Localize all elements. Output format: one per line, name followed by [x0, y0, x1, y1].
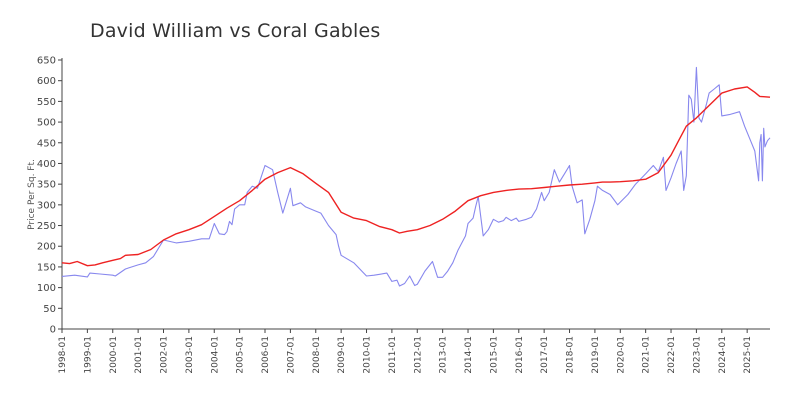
x-tick-label: 2014-01 [464, 336, 474, 374]
x-tick-label: 2006-01 [261, 336, 271, 374]
y-tick-label: 150 [37, 262, 56, 273]
y-tick-label: 400 [37, 159, 56, 170]
x-tick-label: 2023-01 [692, 336, 702, 374]
x-tick-label: 2004-01 [210, 336, 220, 374]
x-tick-label: 1998-01 [58, 336, 68, 374]
x-tick-label: 2001-01 [134, 336, 144, 374]
y-tick-label: 350 [37, 180, 56, 191]
y-tick-label: 500 [37, 118, 56, 129]
x-tick-label: 2016-01 [515, 336, 525, 374]
x-tick-label: 2015-01 [489, 336, 499, 374]
x-tick-label: 2000-01 [109, 336, 119, 374]
x-tick-label: 2011-01 [388, 336, 398, 374]
y-tick-label: 100 [37, 283, 56, 294]
x-tick-label: 2003-01 [185, 336, 195, 374]
y-axis-label: Price Per Sq. Ft. [27, 159, 37, 230]
x-tick-label: 2022-01 [667, 336, 677, 374]
x-tick-label: 2010-01 [363, 336, 373, 374]
x-tick-label: 1999-01 [83, 336, 93, 374]
y-tick-label: 600 [37, 76, 56, 87]
x-tick-label: 2025-01 [743, 336, 753, 374]
series-line-1 [61, 66, 771, 287]
y-tick-label: 50 [43, 304, 56, 315]
y-tick-label: 0 [50, 325, 56, 336]
x-tick-label: 2019-01 [591, 336, 601, 374]
x-tick-label: 2018-01 [566, 336, 576, 374]
x-tick-label: 2020-01 [616, 336, 626, 374]
y-tick-label: 250 [37, 221, 56, 232]
x-tick-label: 2013-01 [439, 336, 449, 374]
chart-title: David William vs Coral Gables [90, 20, 381, 42]
x-tick-label: 2007-01 [286, 336, 296, 374]
x-tick-label: 2012-01 [413, 336, 423, 374]
x-tick-label: 2002-01 [160, 336, 170, 374]
x-tick-label: 2021-01 [642, 336, 652, 374]
y-tick-label: 300 [37, 200, 56, 211]
x-tick-label: 2024-01 [718, 336, 728, 374]
x-tick-label: 2008-01 [312, 336, 322, 374]
y-tick-label: 200 [37, 242, 56, 253]
y-tick-label: 550 [37, 97, 56, 108]
series-line-2 [61, 86, 771, 267]
y-tick-label: 450 [37, 138, 56, 149]
x-tick-label: 2017-01 [540, 336, 550, 374]
x-tick-label: 2009-01 [337, 336, 347, 374]
x-tick-label: 2005-01 [236, 336, 246, 374]
y-tick-label: 650 [37, 56, 56, 67]
